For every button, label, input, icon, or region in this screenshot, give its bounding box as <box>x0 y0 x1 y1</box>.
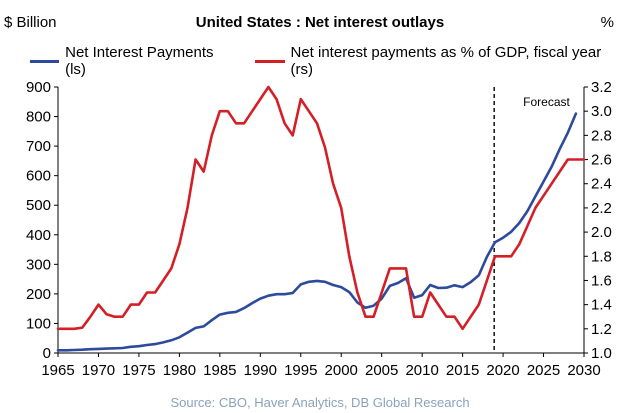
x-tick-label: 1990 <box>244 362 277 379</box>
y-left-tick-label: 400 <box>26 227 51 244</box>
y-right-tick-label: 2.0 <box>591 224 612 241</box>
legend-item-net-interest: Net Interest Payments (ls) <box>30 44 233 78</box>
y-right-tick-label: 2.4 <box>591 176 612 193</box>
x-tick-label: 2025 <box>527 362 560 379</box>
y-right-tick-label: 2.2 <box>591 200 612 217</box>
y-left-tick-label: 300 <box>26 256 51 273</box>
x-tick-label: 2015 <box>446 362 479 379</box>
x-tick-label: 1965 <box>41 362 74 379</box>
y-left-tick-label: 600 <box>26 168 51 185</box>
y-right-tick-label: 3.0 <box>591 103 612 120</box>
y-right-tick-label: 2.8 <box>591 127 612 144</box>
y-right-tick-label: 1.6 <box>591 272 612 289</box>
chart-title: United States : Net interest outlays <box>195 14 445 31</box>
y-right-tick-label: 1.2 <box>591 321 612 338</box>
y-left-tick-label: 0 <box>43 345 51 362</box>
source-note: Source: CBO, Haver Analytics, DB Global … <box>170 395 470 410</box>
x-tick-label: 2005 <box>365 362 398 379</box>
x-tick-label: 1985 <box>203 362 236 379</box>
left-axis-unit: $ Billion <box>4 14 57 31</box>
x-tick-label: 2010 <box>405 362 438 379</box>
x-tick-label: 1975 <box>122 362 155 379</box>
y-left-tick-label: 200 <box>26 286 51 303</box>
x-tick-label: 2020 <box>486 362 519 379</box>
legend: Net Interest Payments (ls) Net interest … <box>30 44 640 78</box>
y-left-tick-label: 900 <box>26 79 51 96</box>
y-right-tick-label: 1.4 <box>591 297 612 314</box>
series-line-pct-gdp <box>56 85 586 331</box>
series-line-net-interest <box>56 112 578 352</box>
y-left-tick-label: 700 <box>26 138 51 155</box>
x-tick-label: 2030 <box>567 362 600 379</box>
legend-swatch-net-interest <box>30 59 60 63</box>
legend-label-net-interest: Net Interest Payments (ls) <box>65 44 214 78</box>
y-right-tick-label: 1.8 <box>591 248 612 265</box>
x-tick-label: 1995 <box>284 362 317 379</box>
y-right-tick-label: 1.0 <box>591 345 612 362</box>
legend-label-pct-gdp: Net interest payments as % of GDP, fisca… <box>290 44 602 78</box>
y-left-tick-label: 500 <box>26 197 51 214</box>
y-left-tick-label: 800 <box>26 109 51 126</box>
y-right-tick-label: 3.2 <box>591 79 612 96</box>
forecast-label: Forecast <box>523 95 570 109</box>
legend-item-pct-gdp: Net interest payments as % of GDP, fisca… <box>255 44 618 78</box>
x-tick-label: 1980 <box>163 362 196 379</box>
y-left-tick-label: 100 <box>26 315 51 332</box>
right-axis-unit: % <box>600 14 614 31</box>
y-right-tick-label: 2.6 <box>591 152 612 169</box>
x-tick-label: 2000 <box>325 362 358 379</box>
legend-swatch-pct-gdp <box>255 59 285 63</box>
x-tick-label: 1970 <box>82 362 115 379</box>
